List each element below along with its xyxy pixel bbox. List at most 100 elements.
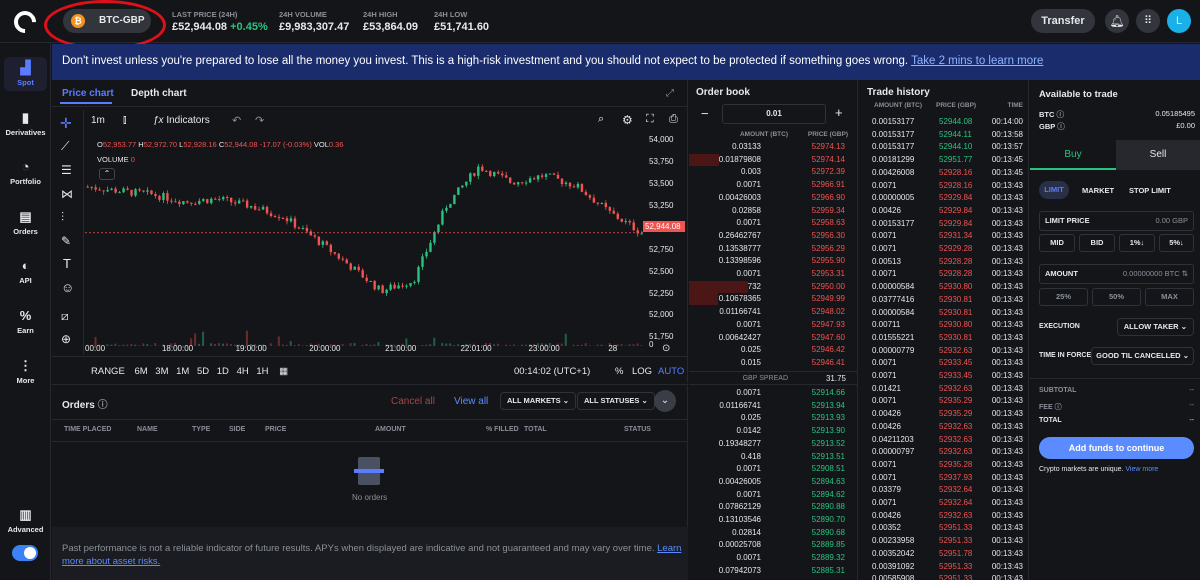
avatar[interactable]: L (1167, 9, 1191, 33)
nav-derivatives[interactable]: ▮ Derivatives (5, 110, 46, 138)
pattern-icon[interactable]: ⋈ (61, 187, 73, 201)
ask-row[interactable]: 0.01166741 52948.02 (689, 306, 858, 319)
limit-price-input[interactable]: LIMIT PRICE 0.00 GBP (1039, 211, 1194, 231)
bid-row[interactable]: 0.418 52913.51 (689, 451, 858, 464)
bid-row[interactable]: 0.00025708 52889.85 (689, 539, 858, 552)
asset-risks-link[interactable]: Learn more about asset risks. (62, 543, 682, 567)
execution-select[interactable]: ALLOW TAKER ⌄ (1116, 318, 1194, 336)
indicators-button[interactable]: ƒx Indicators (153, 115, 210, 126)
percent-toggle[interactable]: % (615, 366, 624, 377)
bid-row[interactable]: 0.0071 52914.66 (689, 387, 858, 400)
ask-row[interactable]: 0.26462767 52956.30 (689, 230, 858, 243)
bid-row[interactable]: 0.01166741 52913.94 (689, 400, 858, 413)
crosshair-icon[interactable]: ✛ (60, 115, 72, 131)
fullscreen-icon[interactable]: ⛶ (646, 113, 654, 125)
ask-row[interactable]: 0.02858 52959.34 (689, 205, 858, 218)
tab-price-chart[interactable]: Price chart (62, 88, 114, 99)
tab-depth-chart[interactable]: Depth chart (131, 88, 187, 99)
view-all-button[interactable]: View all (454, 396, 489, 407)
interval-select[interactable]: 1m (91, 115, 105, 126)
nav-more[interactable]: ⋮ More (16, 358, 35, 386)
bid-row[interactable]: 0.0071 52889.32 (689, 552, 858, 565)
bid-row[interactable]: 0.02814 52890.68 (689, 527, 858, 540)
collapse-orders-button[interactable]: ⌄ (654, 390, 676, 412)
ask-row[interactable]: 0.00642427 52947.60 (689, 332, 858, 345)
camera-icon[interactable]: ⎙ (669, 113, 678, 125)
ask-row[interactable]: 0.0071 52958.63 (689, 217, 858, 230)
settings-gear-icon[interactable]: ⚙ (622, 113, 633, 127)
text-tool-icon[interactable]: T (63, 256, 71, 271)
range-1h[interactable]: 1H (256, 366, 269, 377)
add-funds-button[interactable]: Add funds to continue (1039, 437, 1194, 459)
measure-lines-icon[interactable]: ⫶ (61, 210, 65, 224)
order-type-limit[interactable]: LIMIT (1039, 181, 1069, 199)
bid-row[interactable]: 0.0071 52894.62 (689, 489, 858, 502)
view-more-link[interactable]: View more (1125, 466, 1159, 473)
learn-more-link[interactable]: Take 2 mins to learn more (911, 55, 1044, 67)
one-percent-button[interactable]: 1%↓ (1119, 234, 1155, 252)
ask-row[interactable]: 0.0071 52953.31 (689, 268, 858, 281)
ask-row[interactable]: 0.13538777 52956.29 (689, 243, 858, 256)
bid-row[interactable]: 0.0142 52913.90 (689, 425, 858, 438)
mid-button[interactable]: MID (1039, 234, 1075, 252)
coinbase-logo-icon[interactable] (9, 6, 41, 38)
sell-tab[interactable]: Sell (1116, 140, 1200, 170)
amount-input[interactable]: AMOUNT 0.00000000 BTC ⇅ (1039, 264, 1194, 284)
transfer-button[interactable]: Transfer (1031, 9, 1095, 33)
undo-icon[interactable]: ↶ (232, 115, 242, 127)
range-1m[interactable]: 1M (176, 366, 190, 377)
nav-earn[interactable]: % Earn (17, 308, 34, 336)
range-5d[interactable]: 5D (196, 366, 210, 377)
bid-row[interactable]: 0.19348277 52913.52 (689, 438, 858, 451)
ask-row[interactable]: 0.015 52946.41 (689, 357, 858, 369)
log-toggle[interactable]: LOG (632, 366, 653, 377)
ask-row[interactable]: 0.10678365 52949.99 (689, 293, 858, 306)
buy-tab[interactable]: Buy (1030, 140, 1116, 170)
candle-type-icon[interactable]: ⫾ (123, 114, 127, 126)
bid-row[interactable]: 0.00426005 52894.63 (689, 476, 858, 489)
bid-row[interactable]: 0.07942073 52885.31 (689, 565, 858, 578)
bid-row[interactable]: 0.025 52913.93 (689, 412, 858, 425)
five-percent-button[interactable]: 5%↓ (1159, 234, 1194, 252)
ask-row[interactable]: 0.025 52946.42 (689, 344, 858, 357)
ask-row[interactable]: 0.03133 52974.13 (689, 141, 858, 154)
zoom-in-icon[interactable]: ⊕ (61, 332, 72, 346)
emoji-icon[interactable]: ☺ (61, 280, 75, 295)
cancel-all-button[interactable]: Cancel all (391, 396, 435, 407)
ask-row[interactable]: 0.13398596 52955.90 (689, 255, 858, 268)
auto-toggle[interactable]: AUTO (658, 366, 685, 377)
nav-orders[interactable]: ▤ Orders (13, 209, 38, 237)
apps-grid-icon[interactable]: ⠿ (1136, 9, 1160, 33)
advanced-toggle[interactable] (12, 545, 38, 561)
nav-spot[interactable]: ▟ Spot (4, 57, 47, 91)
bid-button[interactable]: BID (1079, 234, 1115, 252)
nav-portfolio[interactable]: ◔ Portfolio (10, 159, 41, 187)
ruler-icon[interactable]: ⧄ (61, 309, 69, 323)
zoom-icon[interactable]: ⌕ (598, 113, 605, 125)
collapse-legend-icon[interactable]: ⌃ (99, 168, 115, 180)
pct-25-button[interactable]: 25% (1039, 288, 1088, 306)
calendar-icon[interactable]: ▦ (279, 366, 289, 377)
range-3m[interactable]: 3M (155, 366, 169, 377)
range-6m[interactable]: 6M (134, 366, 148, 377)
fib-icon[interactable]: ☰ (61, 163, 72, 177)
markets-dropdown[interactable]: ALL MARKETS ⌄ (500, 392, 577, 410)
bid-row[interactable]: 0.0071 52908.51 (689, 463, 858, 476)
pct-50-button[interactable]: 50% (1092, 288, 1141, 306)
order-type-stop-limit[interactable]: STOP LIMIT (1129, 186, 1171, 195)
price-chart[interactable] (85, 132, 688, 358)
step-input[interactable]: 0.01 (722, 104, 826, 124)
time-in-force-select[interactable]: GOOD TIL CANCELLED ⌄ (1091, 347, 1194, 365)
ask-row[interactable]: 0.003 52972.39 (689, 166, 858, 179)
time-axis-settings-icon[interactable]: ⊙ (662, 343, 671, 354)
ask-row[interactable]: 0.00426003 52966.90 (689, 192, 858, 205)
ask-row[interactable]: 0.0071 52947.93 (689, 319, 858, 332)
trendline-icon[interactable]: ⟋ (61, 139, 70, 153)
ask-row[interactable]: 0.0071 52966.91 (689, 179, 858, 192)
range-4h[interactable]: 4H (236, 366, 249, 377)
ask-row[interactable]: 0.01879808 52974.14 (689, 154, 858, 167)
max-button[interactable]: MAX (1145, 288, 1194, 306)
nav-api[interactable]: ◐ API (19, 258, 32, 286)
increment-button[interactable]: + (835, 105, 843, 120)
redo-icon[interactable]: ↷ (255, 115, 265, 127)
